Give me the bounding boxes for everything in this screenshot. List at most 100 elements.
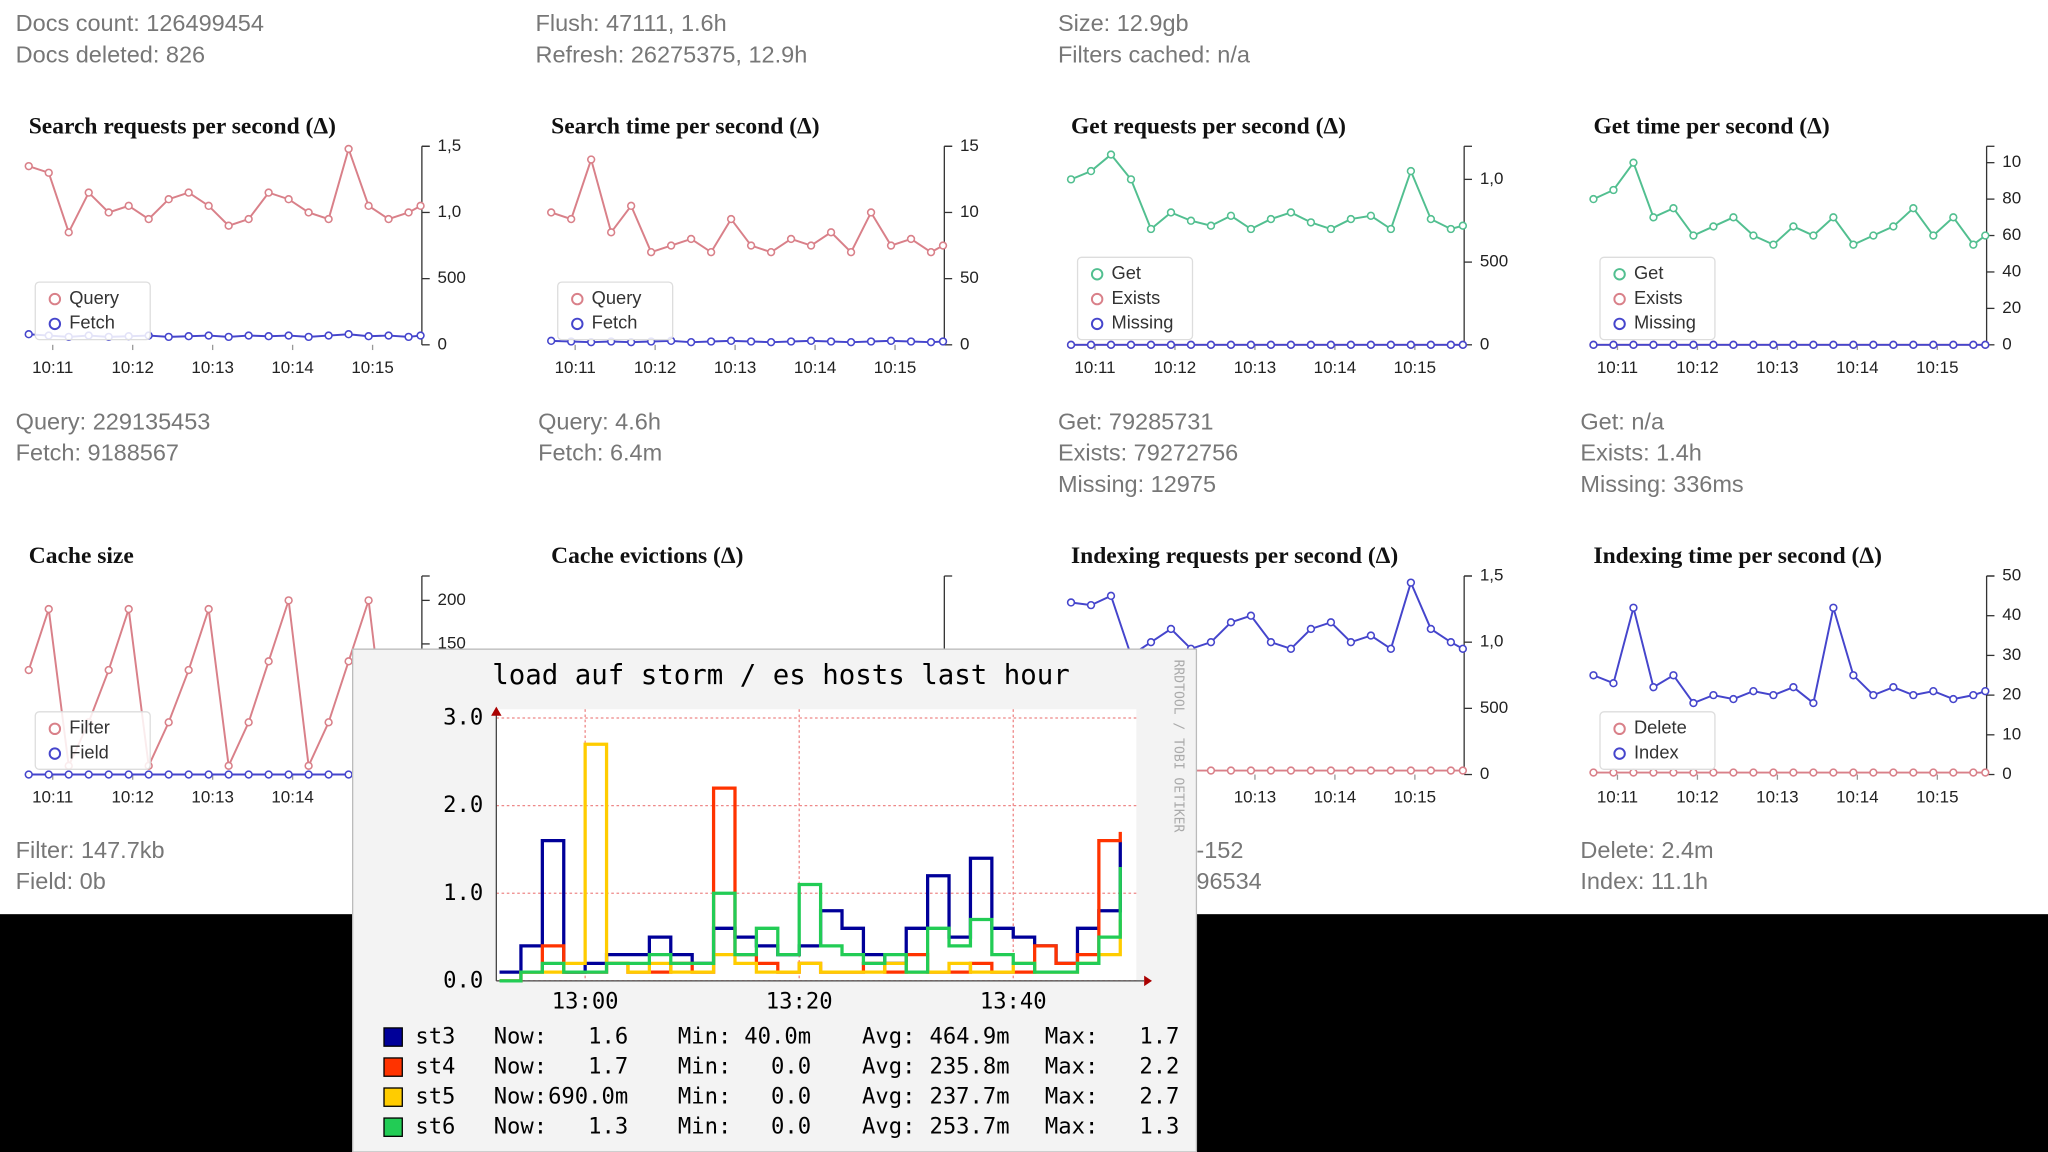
data-point xyxy=(164,718,173,727)
data-point xyxy=(1981,768,1990,777)
data-point xyxy=(1829,768,1838,777)
data-point xyxy=(244,770,253,779)
x-tick-label: 10:11 xyxy=(1074,358,1115,377)
y-tick-label: 50 xyxy=(960,268,979,287)
data-point xyxy=(44,168,53,177)
data-point xyxy=(746,241,756,250)
legend-label: Missing xyxy=(1634,312,1696,333)
legend-label: Get xyxy=(1112,262,1141,283)
legend-box xyxy=(34,711,151,770)
data-point xyxy=(547,336,556,346)
stat-value: 2.7 xyxy=(1139,1084,1179,1110)
data-point xyxy=(1869,768,1878,777)
legend-swatch xyxy=(383,1027,403,1047)
data-point xyxy=(1929,340,1938,349)
stat-value: 235.8m xyxy=(929,1054,1009,1080)
data-point xyxy=(1969,340,1978,349)
data-point xyxy=(1829,340,1838,349)
legend-label: Field xyxy=(69,741,109,762)
data-point xyxy=(686,234,696,244)
legend-swatch xyxy=(48,292,62,306)
stat-value: 1.7 xyxy=(588,1054,628,1080)
data-point xyxy=(1969,690,1978,700)
legend-swatch xyxy=(1613,747,1626,760)
stat-text: Exists: 1.4h xyxy=(1580,440,1701,466)
data-point xyxy=(164,332,173,342)
data-point xyxy=(706,337,716,346)
data-point xyxy=(926,247,936,257)
x-tick-label: 10:12 xyxy=(1154,358,1196,377)
legend-swatch xyxy=(48,747,62,760)
data-point xyxy=(686,337,696,347)
data-point xyxy=(244,718,253,727)
data-point xyxy=(1889,768,1898,777)
data-point xyxy=(846,247,856,257)
data-point xyxy=(24,161,33,171)
data-point xyxy=(1589,340,1598,349)
panel-title: Search time per second (Δ) xyxy=(551,113,819,139)
data-point xyxy=(766,247,776,257)
data-point xyxy=(1689,768,1698,777)
data-point xyxy=(1949,694,1958,704)
data-point xyxy=(846,337,856,347)
data-point xyxy=(224,761,233,771)
data-point xyxy=(1589,768,1598,777)
data-point xyxy=(1406,166,1416,176)
data-point xyxy=(1266,214,1276,224)
rrd-title: load auf storm / es hosts last hour xyxy=(492,660,1070,691)
data-point xyxy=(1629,768,1638,777)
data-point xyxy=(224,770,233,779)
y-tick-label: 0 xyxy=(1480,334,1489,353)
data-point xyxy=(626,201,636,211)
data-point xyxy=(164,770,173,779)
y-tick-label: 0 xyxy=(2002,764,2011,783)
legend-swatch xyxy=(383,1057,403,1077)
data-point xyxy=(1126,175,1136,184)
y-tick-label: 60 xyxy=(2002,225,2021,244)
stat-text: Query: 229135453 xyxy=(16,408,211,434)
stat-value: 0.0 xyxy=(771,1084,811,1110)
stat-value: 0.0 xyxy=(771,1114,811,1140)
data-point xyxy=(1266,340,1276,349)
data-point xyxy=(1186,340,1196,349)
data-point xyxy=(1609,768,1618,777)
data-point xyxy=(124,201,133,211)
stat-label: Avg: xyxy=(862,1114,915,1140)
data-point xyxy=(1366,211,1376,220)
y-tick-label: 40 xyxy=(2002,261,2021,280)
legend-swatch xyxy=(1613,292,1626,306)
x-tick-label: 10:13 xyxy=(1234,788,1276,807)
data-point xyxy=(1929,686,1938,696)
legend-label: Filter xyxy=(69,717,110,738)
data-point xyxy=(1166,624,1176,634)
data-point xyxy=(1909,340,1918,349)
stat-value: 464.9m xyxy=(929,1024,1009,1050)
data-point xyxy=(1446,766,1456,775)
legend-box xyxy=(1599,256,1716,341)
stat-value: 0.0 xyxy=(771,1054,811,1080)
data-point xyxy=(1166,208,1176,217)
data-point xyxy=(926,337,936,347)
y-tick-label: 20 xyxy=(2002,685,2021,704)
stat-label: Max: xyxy=(1045,1054,1098,1080)
x-tick-label: 10:14 xyxy=(794,358,836,377)
x-tick-label: 10:13 xyxy=(191,788,233,807)
legend-swatch xyxy=(48,317,62,331)
x-tick-label: 13:40 xyxy=(980,988,1047,1014)
data-point xyxy=(1909,204,1918,213)
data-point xyxy=(344,657,353,666)
data-point xyxy=(1246,224,1256,234)
x-tick-label: 10:12 xyxy=(634,358,676,377)
stat-text: Exists: 79272756 xyxy=(1058,440,1238,466)
data-point xyxy=(806,336,816,346)
data-point xyxy=(1769,690,1778,700)
stat-value: 2.2 xyxy=(1139,1054,1179,1080)
data-point xyxy=(1929,768,1938,777)
data-point xyxy=(1709,340,1718,349)
data-point xyxy=(1689,698,1698,708)
y-tick-label: 1,0 xyxy=(1480,632,1504,651)
data-point xyxy=(1266,766,1276,775)
data-point xyxy=(1869,340,1878,349)
data-point xyxy=(1426,214,1436,224)
data-point xyxy=(1106,150,1116,159)
